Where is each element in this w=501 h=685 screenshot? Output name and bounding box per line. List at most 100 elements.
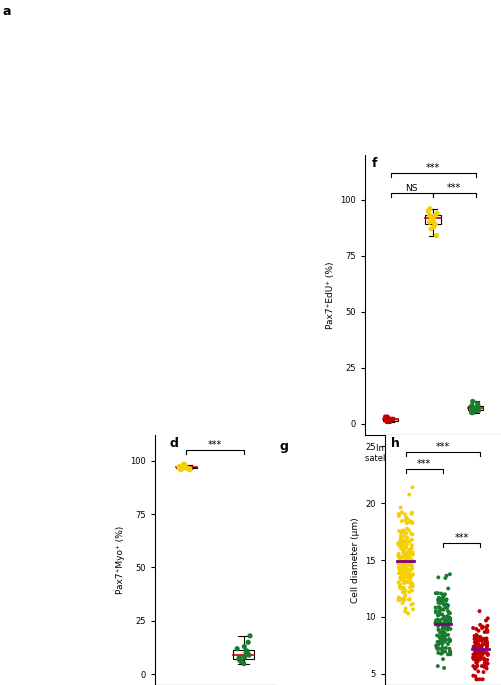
Point: [468, 405, 476, 416]
Point: [446, 635, 454, 646]
Point: [476, 654, 484, 665]
Point: [407, 599, 415, 610]
Point: [440, 618, 448, 629]
Point: [403, 539, 411, 550]
Point: [408, 543, 416, 553]
Bar: [233, 650, 254, 660]
Point: [473, 660, 481, 671]
Point: [396, 553, 404, 564]
Point: [435, 625, 443, 636]
Text: c: c: [6, 440, 14, 453]
Point: [402, 603, 410, 614]
Point: [408, 549, 416, 560]
Point: [401, 586, 409, 597]
Point: [401, 514, 409, 525]
Point: [235, 654, 243, 665]
Point: [398, 598, 406, 609]
Point: [405, 568, 413, 579]
Point: [473, 647, 481, 658]
Point: [441, 616, 449, 627]
Point: [473, 674, 481, 685]
Point: [432, 606, 440, 616]
Point: [472, 674, 480, 685]
Point: [442, 595, 450, 606]
Point: [404, 547, 412, 558]
Text: h: h: [391, 437, 399, 450]
Point: [402, 512, 410, 523]
Point: [446, 635, 454, 646]
Text: NS: NS: [405, 184, 418, 193]
Point: [408, 547, 416, 558]
Point: [404, 572, 412, 583]
Point: [438, 648, 446, 659]
Point: [402, 572, 410, 583]
Point: [403, 539, 411, 550]
Point: [434, 624, 442, 635]
Point: [434, 602, 442, 613]
Point: [396, 582, 404, 593]
Point: [439, 653, 447, 664]
Point: [401, 571, 409, 582]
Point: [434, 647, 442, 658]
Point: [243, 647, 252, 658]
Point: [408, 547, 416, 558]
Point: [435, 636, 443, 647]
Point: [480, 662, 488, 673]
Point: [435, 595, 443, 606]
Point: [438, 635, 446, 646]
Point: [403, 532, 411, 543]
Point: [434, 572, 442, 583]
Point: [408, 561, 416, 572]
Point: [401, 606, 409, 616]
Point: [438, 627, 446, 638]
Point: [481, 638, 489, 649]
Point: [403, 557, 411, 568]
Point: [398, 557, 406, 568]
Point: [426, 210, 434, 221]
Point: [409, 604, 417, 615]
Point: [405, 515, 413, 526]
Point: [235, 654, 243, 665]
Point: [440, 614, 448, 625]
Point: [406, 559, 414, 570]
Point: [400, 550, 408, 561]
Point: [439, 592, 447, 603]
Point: [467, 407, 475, 418]
Point: [408, 577, 416, 588]
Point: [478, 645, 486, 656]
Point: [402, 536, 410, 547]
Point: [440, 620, 448, 631]
Point: [405, 586, 413, 597]
Point: [397, 543, 405, 553]
Point: [382, 414, 390, 425]
Point: [473, 403, 481, 414]
Point: [444, 614, 452, 625]
Point: [430, 221, 438, 232]
Point: [246, 630, 254, 641]
Point: [406, 517, 414, 528]
Point: [404, 577, 412, 588]
Text: f: f: [371, 158, 377, 171]
Point: [444, 630, 452, 640]
Point: [408, 554, 416, 565]
Point: [427, 223, 435, 234]
Point: [436, 631, 444, 642]
Point: [470, 650, 478, 661]
Point: [403, 513, 411, 524]
Point: [394, 558, 402, 569]
Point: [407, 547, 415, 558]
Point: [408, 516, 416, 527]
Point: [407, 558, 415, 569]
Bar: [176, 466, 197, 468]
Point: [470, 634, 478, 645]
Point: [441, 620, 449, 631]
Point: [397, 540, 405, 551]
Point: [424, 206, 432, 216]
Point: [433, 630, 441, 641]
Point: [400, 531, 408, 542]
Point: [436, 632, 444, 643]
Point: [395, 593, 403, 604]
Point: [400, 543, 408, 553]
Point: [397, 527, 405, 538]
Point: [432, 616, 440, 627]
